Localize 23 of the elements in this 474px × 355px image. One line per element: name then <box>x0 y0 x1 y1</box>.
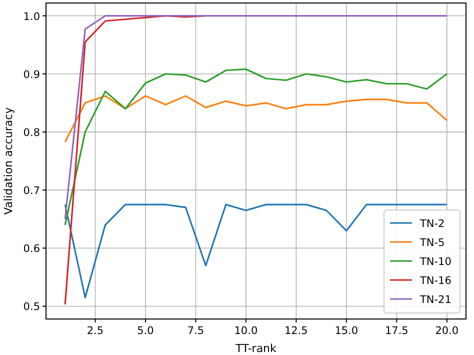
line-series <box>64 68 448 226</box>
x-tick-label: 2.5 <box>86 325 104 337</box>
x-tick-label: 7.5 <box>187 325 204 337</box>
y-tick-label: 0.7 <box>23 185 40 198</box>
line-series <box>64 95 448 143</box>
x-tick-label: 17.5 <box>384 325 408 337</box>
x-tick-label: 20.0 <box>435 325 459 337</box>
legend-label: TN-2 <box>419 218 445 230</box>
x-tick-label: 15.0 <box>334 325 358 337</box>
legend-label: TN-5 <box>419 237 445 249</box>
y-tick-label: 0.8 <box>23 126 40 139</box>
y-tick-label: 1.0 <box>23 10 40 23</box>
y-tick-label: 0.5 <box>23 301 40 314</box>
legend-label: TN-16 <box>419 275 452 287</box>
legend-label: TN-10 <box>419 256 452 268</box>
y-axis-title: Validation accuracy <box>2 106 15 215</box>
y-tick-label: 0.6 <box>23 243 40 256</box>
x-tick-label: 5.0 <box>137 325 154 337</box>
x-tick-label: 10.0 <box>234 325 258 337</box>
legend-label: TN-21 <box>419 294 452 306</box>
x-tick-label: 12.5 <box>284 325 308 337</box>
x-axis-title: TT-rank <box>234 342 278 355</box>
y-tick-label: 0.9 <box>23 68 40 81</box>
